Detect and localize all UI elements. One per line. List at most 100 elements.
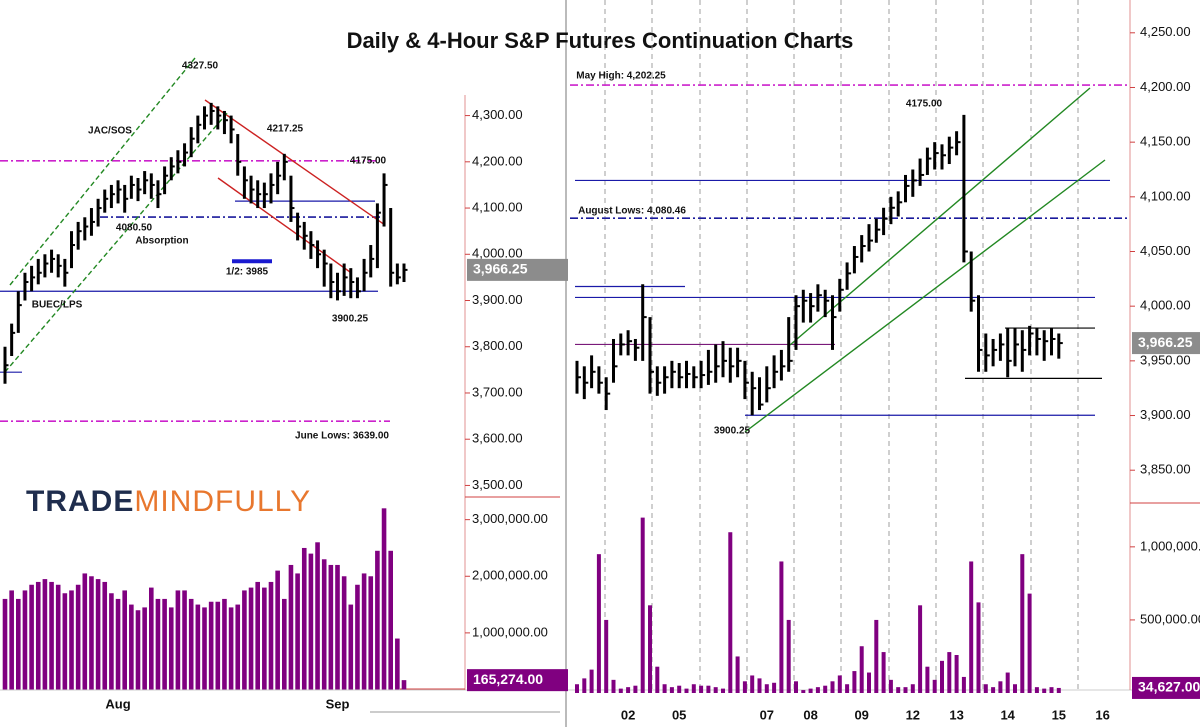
volume-bar	[677, 685, 682, 693]
y-tick-label: 3,700.00	[472, 384, 523, 399]
volume-bar	[903, 687, 908, 693]
volume-bar	[222, 598, 227, 690]
volume-bar	[242, 590, 247, 690]
annotation: JAC/SOS	[88, 126, 132, 137]
volume-bar	[837, 675, 842, 693]
volume-bar	[596, 554, 601, 693]
volume-bar	[395, 638, 400, 690]
logo-part: TRADE	[26, 485, 134, 518]
y-tick-label: 4,050.00	[1140, 243, 1191, 258]
y-tick-label: 1,000,000.00	[1140, 538, 1200, 553]
logo: TRADEMINDFULLY	[26, 485, 311, 518]
volume-bar	[109, 593, 114, 690]
x-tick-label: 07	[760, 707, 774, 722]
last-price-marker	[467, 258, 568, 281]
volume-bar	[348, 604, 354, 690]
x-tick-label: Aug	[105, 696, 130, 711]
volume-bar	[699, 685, 704, 693]
volume-bar	[721, 688, 725, 693]
volume-bar	[976, 602, 981, 693]
volume-bar	[888, 679, 893, 693]
volume-bar	[742, 681, 747, 693]
volume-bar	[42, 579, 48, 690]
annotation: June Lows: 3639.00	[295, 431, 389, 442]
x-tick-label: 16	[1095, 707, 1109, 722]
chart-title: Daily & 4-Hour S&P Futures Continuation …	[347, 28, 854, 53]
volume-bar	[735, 656, 740, 693]
volume-bar	[633, 685, 638, 693]
volume-bar	[275, 570, 280, 690]
y-tick-label: 3,850.00	[1140, 462, 1191, 477]
logo-part: MINDFULLY	[134, 485, 311, 518]
y-tick-label: 4,100.00	[472, 199, 523, 214]
volume-bar	[648, 605, 652, 693]
volume-bar	[129, 604, 134, 690]
volume-bar	[1027, 593, 1032, 693]
volume-bar	[786, 619, 791, 693]
annotation: 3900.25	[332, 314, 369, 325]
y-tick-label: 1,000,000.00	[472, 624, 548, 639]
volume-bar	[808, 688, 813, 693]
y-tick-label: 3,500.00	[472, 477, 523, 492]
volume-bar	[1034, 687, 1039, 693]
volume-bar	[149, 587, 154, 690]
volume-bar	[1005, 672, 1010, 693]
volume-bar	[355, 584, 360, 690]
annotation: 4175.00	[906, 99, 943, 110]
volume-bar	[361, 573, 367, 690]
volume-bar	[328, 564, 334, 690]
annotation: August Lows: 4,080.46	[578, 206, 686, 217]
volume-bar	[368, 576, 374, 690]
volume-bar	[308, 553, 314, 690]
volume-bar	[750, 675, 755, 693]
trend-line	[204, 99, 386, 226]
y-tick-label: 4,250.00	[1140, 24, 1191, 39]
volume-bar	[669, 687, 674, 693]
x-tick-label: 02	[621, 707, 635, 722]
x-tick-label: 12	[906, 707, 920, 722]
volume-bar	[852, 671, 857, 693]
y-tick-label: 4,100.00	[1140, 188, 1191, 203]
volume-bar	[991, 687, 996, 693]
annotation: Absorption	[135, 236, 188, 247]
volume-bar	[168, 607, 174, 690]
volume-bar	[589, 669, 594, 693]
volume-bar	[55, 584, 61, 690]
volume-bar	[335, 564, 340, 690]
volume-bar	[142, 607, 147, 690]
volume-bar	[640, 517, 645, 693]
volume-bar	[75, 584, 81, 690]
y-tick-label: 3,950.00	[1140, 352, 1191, 367]
volume-bar	[122, 590, 127, 690]
volume-bar	[1042, 688, 1047, 693]
volume-bar	[202, 607, 207, 690]
volume-bar	[208, 601, 214, 690]
trend-line	[4, 111, 229, 373]
x-tick-label: Sep	[326, 696, 350, 711]
volume-bar	[969, 561, 974, 693]
volume-bar	[706, 685, 711, 693]
volume-bar	[162, 598, 167, 690]
volume-bar	[95, 579, 101, 690]
last-volume-marker	[467, 669, 568, 692]
volume-bar	[89, 576, 94, 690]
volume-bar	[691, 684, 696, 693]
volume-bar	[940, 660, 944, 693]
volume-bar	[859, 646, 864, 693]
x-tick-label: 05	[672, 707, 686, 722]
volume-bar	[388, 550, 393, 690]
volume-bar	[82, 573, 88, 690]
volume-bar	[268, 581, 274, 690]
volume-bar	[16, 598, 21, 690]
volume-bar	[684, 688, 689, 693]
annotation: 1/2: 3985	[226, 267, 269, 278]
volume-bar	[845, 684, 850, 693]
volume-bar	[954, 655, 959, 693]
volume-bar	[830, 681, 835, 693]
last-price-label: 3,966.25	[1138, 334, 1193, 350]
volume-bar	[175, 590, 181, 690]
volume-bar	[772, 682, 777, 693]
volume-bar	[62, 593, 68, 690]
annotation: BUEC/LPS	[32, 300, 83, 311]
volume-bar	[867, 672, 871, 693]
